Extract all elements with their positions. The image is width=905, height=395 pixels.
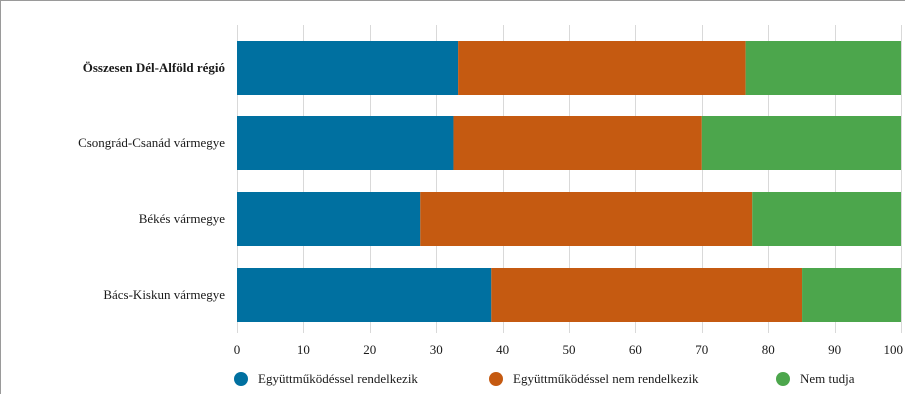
bars xyxy=(237,41,901,322)
x-tick-label: 50 xyxy=(563,342,576,357)
bar-segment xyxy=(491,268,803,322)
bar-segment xyxy=(453,116,702,170)
legend-label: Együttműködéssel rendelkezik xyxy=(258,371,418,386)
x-tick-label: 90 xyxy=(828,342,841,357)
legend-marker xyxy=(489,372,503,386)
x-tick-label: 70 xyxy=(695,342,708,357)
legend-marker xyxy=(776,372,790,386)
legend-marker xyxy=(234,372,248,386)
x-tick-label: 0 xyxy=(234,342,241,357)
x-tick-label: 40 xyxy=(496,342,509,357)
x-tick-label: 100 xyxy=(884,342,904,357)
bar-segment xyxy=(237,116,454,170)
x-tick-label: 80 xyxy=(762,342,775,357)
x-tick-label: 20 xyxy=(363,342,376,357)
category-label: Csongrád-Csanád vármegye xyxy=(78,135,225,150)
x-tick-label: 10 xyxy=(297,342,310,357)
x-tick-label: 30 xyxy=(430,342,443,357)
legend: Együttműködéssel rendelkezik Együttműködé… xyxy=(234,371,855,386)
bar-segment xyxy=(237,41,459,95)
x-axis-tick-labels: 0 10 20 30 40 50 60 70 80 90 100 xyxy=(234,342,903,357)
category-label: Összesen Dél-Alföld régió xyxy=(83,60,225,75)
bar-segment xyxy=(802,268,901,322)
x-tick-label: 60 xyxy=(629,342,642,357)
bar-segment xyxy=(458,41,746,95)
bar-segment xyxy=(420,192,753,246)
legend-label: Együttműködéssel nem rendelkezik xyxy=(513,371,699,386)
category-label: Bács-Kiskun vármegye xyxy=(103,287,225,302)
bar-segment xyxy=(237,192,421,246)
category-labels: Összesen Dél-Alföld régió Csongrád-Csanád… xyxy=(78,60,225,302)
bar-segment xyxy=(237,268,492,322)
bar-segment xyxy=(745,41,901,95)
category-label: Békés vármegye xyxy=(139,211,226,226)
bar-segment xyxy=(752,192,901,246)
bar-segment xyxy=(701,116,901,170)
legend-label: Nem tudja xyxy=(800,371,855,386)
